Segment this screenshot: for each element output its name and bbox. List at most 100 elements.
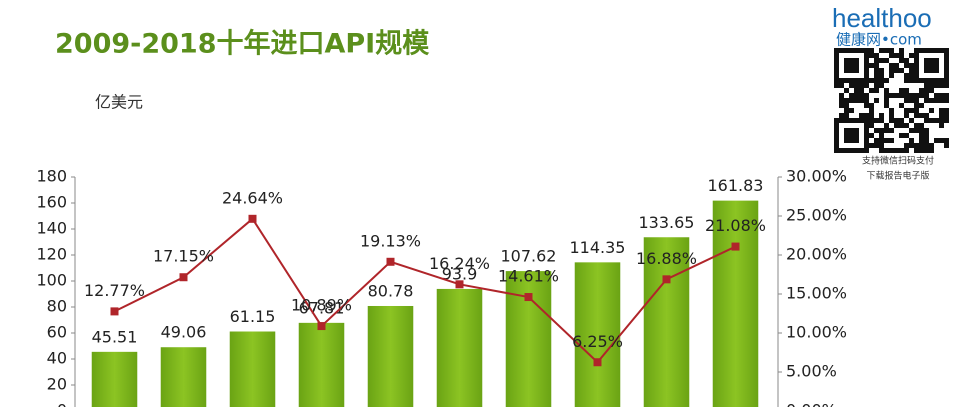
qr-cell: [919, 138, 924, 143]
qr-cell: [909, 78, 914, 83]
y-tick-label: 120: [36, 245, 67, 264]
qr-cell: [889, 108, 894, 113]
qr-cell: [889, 73, 894, 78]
line-marker: [317, 322, 326, 331]
y2-tick-label: 10.00%: [786, 323, 847, 342]
qr-cell: [909, 68, 914, 73]
qr-cell: [899, 93, 904, 98]
qr-cell: [919, 103, 924, 108]
qr-cell: [929, 88, 934, 93]
bar: [229, 331, 276, 407]
y-tick-label: 80: [47, 297, 67, 316]
qr-cell: [844, 108, 849, 113]
qr-cell: [849, 83, 854, 88]
qr-cell: [904, 143, 909, 148]
qr-cell: [939, 108, 944, 113]
qr-cell: [904, 113, 909, 118]
y-tick-label: 140: [36, 219, 67, 238]
bar: [574, 262, 621, 407]
qr-cell: [884, 123, 889, 128]
qr-finder: [834, 48, 869, 83]
qr-cell: [869, 143, 874, 148]
y-tick-label: 40: [47, 349, 67, 368]
qr-cell: [849, 108, 854, 113]
qr-cell: [864, 98, 869, 103]
qr-cell: [904, 123, 909, 128]
y2-tick-label: 5.00%: [786, 362, 837, 381]
line-marker: [455, 280, 464, 289]
qr-cell: [944, 113, 949, 118]
qr-cell: [909, 118, 914, 123]
qr-cell: [869, 123, 874, 128]
qr-cell: [874, 53, 879, 58]
qr-cell: [869, 48, 874, 53]
qr-cell: [889, 48, 894, 53]
bar: [643, 237, 690, 407]
qr-cell: [914, 128, 919, 133]
qr-cell: [869, 78, 874, 83]
qr-cell: [914, 108, 919, 113]
qr-cell: [864, 103, 869, 108]
qr-cell: [879, 148, 884, 153]
qr-cell: [889, 148, 894, 153]
qr-cell: [919, 113, 924, 118]
qr-cell: [874, 73, 879, 78]
qr-cell: [914, 98, 919, 103]
qr-cell: [924, 118, 929, 123]
qr-cell: [909, 73, 914, 78]
chart-title: 2009-2018十年进口API规模: [55, 28, 429, 60]
qr-cell: [879, 118, 884, 123]
qr-cell: [894, 118, 899, 123]
qr-cell: [934, 98, 939, 103]
line-marker: [662, 275, 671, 284]
qr-cell: [944, 138, 949, 143]
qr-cell: [944, 118, 949, 123]
qr-cell: [859, 88, 864, 93]
qr-cell: [874, 83, 879, 88]
qr-cell: [929, 118, 934, 123]
line-marker: [731, 242, 740, 251]
value-label: 61.15: [230, 307, 276, 326]
qr-cell: [854, 83, 859, 88]
line-marker: [593, 358, 602, 367]
qr-cell: [844, 103, 849, 108]
y2-tick-label: 20.00%: [786, 245, 847, 264]
qr-cell: [854, 98, 859, 103]
qr-cell: [894, 93, 899, 98]
qr-cell: [894, 63, 899, 68]
logo-sub: 健康网•com: [836, 31, 922, 49]
bar: [712, 200, 759, 407]
qr-cell: [904, 58, 909, 63]
qr-cell: [849, 98, 854, 103]
qr-cell: [874, 98, 879, 103]
qr-cell: [869, 118, 874, 123]
qr-cell: [944, 93, 949, 98]
qr-cell: [889, 53, 894, 58]
value-label: 107.62: [501, 247, 557, 266]
y2-tick-label: 0.00%: [786, 401, 837, 407]
y-tick-label: 20: [47, 375, 67, 394]
y-axis-label: 亿美元: [95, 93, 143, 112]
qr-cell: [839, 113, 844, 118]
qr-cell: [909, 93, 914, 98]
y2-tick-label: 15.00%: [786, 284, 847, 303]
qr-cell: [894, 148, 899, 153]
qr-cell: [929, 98, 934, 103]
qr-cell: [944, 143, 949, 148]
qr-cell: [914, 123, 919, 128]
qr-cell: [879, 78, 884, 83]
qr-cell: [944, 83, 949, 88]
qr-cell: [844, 98, 849, 103]
qr-cell: [899, 88, 904, 93]
qr-cell: [929, 108, 934, 113]
qr-cell: [919, 128, 924, 133]
value-label: 49.06: [161, 323, 207, 342]
bar: [91, 351, 138, 407]
qr-cell: [884, 78, 889, 83]
qr-cell: [889, 93, 894, 98]
qr-cell: [899, 148, 904, 153]
qr-code: [834, 48, 949, 153]
qr-cell: [874, 78, 879, 83]
qr-cell: [919, 148, 924, 153]
